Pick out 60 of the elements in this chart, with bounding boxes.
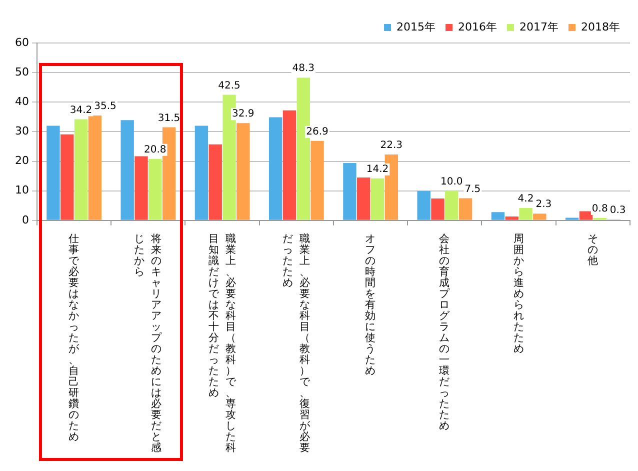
y-tick-label: 40 xyxy=(14,94,29,108)
y-tick-label: 0 xyxy=(22,213,29,226)
category-label: 会社の育成プログラムの一環だったため xyxy=(439,233,450,432)
data-label: 4.2 xyxy=(518,194,534,205)
bar xyxy=(579,211,593,220)
bar xyxy=(431,198,444,220)
y-tick-label: 50 xyxy=(14,65,29,78)
data-label: 48.3 xyxy=(292,63,315,74)
bar xyxy=(236,123,250,220)
legend-label: 2015年 xyxy=(396,20,436,34)
data-label: 7.5 xyxy=(464,184,481,195)
bar xyxy=(60,134,74,220)
y-tick-label: 10 xyxy=(14,184,29,197)
category-label: 周囲から進められたため xyxy=(513,233,524,355)
bar xyxy=(282,110,296,220)
bar xyxy=(46,126,60,220)
bar xyxy=(458,198,472,220)
data-label: 34.2 xyxy=(70,104,92,116)
bar xyxy=(445,190,458,220)
bar xyxy=(148,158,162,220)
y-tick-label: 20 xyxy=(14,154,29,168)
bar xyxy=(74,119,88,220)
bar xyxy=(357,178,370,220)
data-label: 32.9 xyxy=(232,108,254,120)
data-label: 0.8 xyxy=(592,204,608,215)
bar xyxy=(310,140,324,220)
data-label: 14.2 xyxy=(366,164,389,176)
category-label: 職業上、必要な科目（教科）で、復習が必要だったため xyxy=(282,233,310,454)
bar xyxy=(370,178,384,220)
data-label: 31.5 xyxy=(158,112,180,124)
category-label: 仕事で必要はなかったが、自己研鑽のため xyxy=(68,233,80,443)
legend-label: 2017年 xyxy=(520,20,559,34)
bar xyxy=(88,115,102,220)
bar xyxy=(505,216,518,220)
bar xyxy=(268,117,282,220)
data-label: 2.3 xyxy=(536,199,552,210)
legend-label: 2018年 xyxy=(581,20,620,34)
bar xyxy=(343,163,356,220)
bar xyxy=(120,120,134,220)
bar xyxy=(533,214,546,220)
data-label: 0.3 xyxy=(610,205,626,216)
bar xyxy=(134,156,148,220)
bar xyxy=(519,208,532,220)
bar xyxy=(208,144,222,220)
category-label: 職業上、必要な科目（教科）で、専攻した科目知識だけでは不十分だったため xyxy=(208,233,236,454)
bar xyxy=(417,190,430,220)
x-tick-label: その他 xyxy=(586,233,599,269)
category-label: オフの時間を有効に使うため xyxy=(365,233,376,377)
bar xyxy=(491,212,505,220)
y-tick-label: 30 xyxy=(14,124,29,138)
y-tick-label: 60 xyxy=(14,36,29,49)
data-label: 22.3 xyxy=(380,140,403,152)
bar xyxy=(194,126,208,220)
data-label: 26.9 xyxy=(306,126,328,138)
data-label: 20.8 xyxy=(144,144,166,156)
category-label: 将来のキャリアアップのためには必要だと感じたから xyxy=(134,233,162,454)
legend-label: 2016年 xyxy=(458,20,498,34)
data-label: 35.5 xyxy=(94,101,116,112)
data-label: 42.5 xyxy=(218,80,240,92)
data-label: 10.0 xyxy=(440,176,463,188)
